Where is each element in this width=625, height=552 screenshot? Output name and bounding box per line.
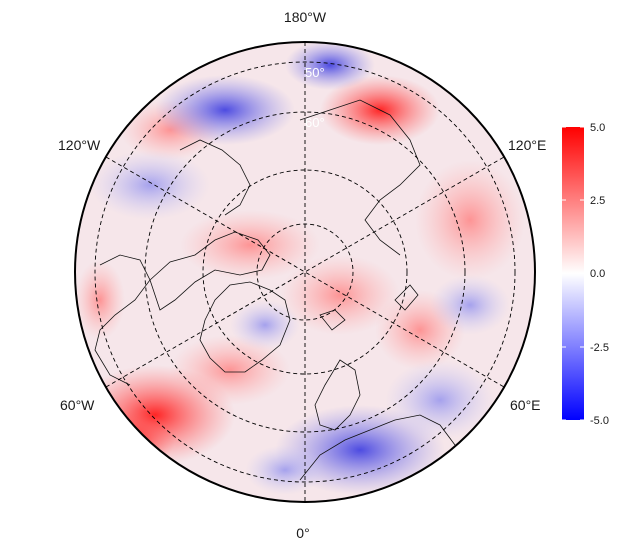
graticule	[94, 42, 516, 502]
siberia-coast	[299, 99, 421, 256]
colorbar-tick-label: -5.0	[590, 415, 609, 427]
europe-coast	[299, 414, 456, 481]
colorbar: 5.0 2.5 0.0 -2.5 -5.0	[562, 122, 609, 427]
greenland-coast	[199, 281, 291, 373]
longitude-label-lower-left: 60°W	[60, 397, 95, 413]
longitude-label-bottom: 0°	[296, 525, 309, 541]
latitude-circle-50	[94, 61, 516, 483]
colorbar-tick-label: 0.0	[590, 268, 605, 280]
novaya-zemlya-coast	[394, 284, 419, 311]
latitude-label-50: 50°	[305, 65, 325, 80]
colorbar-tick-label: 5.0	[590, 122, 605, 134]
longitude-label-upper-right: 120°E	[508, 137, 546, 153]
svalbard-coast	[319, 309, 346, 331]
longitude-label-lower-right: 60°E	[510, 397, 541, 413]
colorbar-tick-label: 2.5	[590, 195, 605, 207]
colorbar-gradient	[562, 127, 584, 420]
longitude-label-top: 180°W	[284, 9, 327, 25]
canadian-archipelago-coast	[149, 231, 271, 311]
colorbar-tick-label: -2.5	[590, 342, 609, 354]
latitude-label-60: 60°	[305, 115, 325, 130]
latitude-circle-60	[144, 111, 466, 433]
coastlines	[94, 99, 456, 481]
bering-coast	[179, 139, 251, 216]
map-boundary	[74, 41, 536, 503]
scandinavia-coast	[314, 359, 361, 431]
anomaly-field	[75, 42, 535, 502]
north-america-coast	[94, 254, 151, 386]
longitude-label-upper-left: 120°W	[58, 137, 101, 153]
